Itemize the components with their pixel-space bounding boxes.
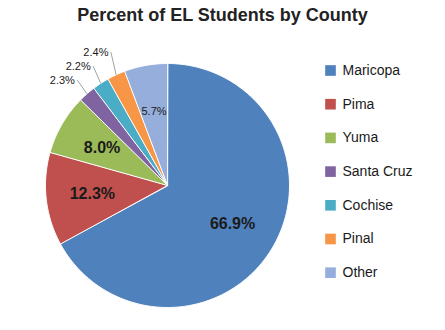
- svg-text:Maricopa: Maricopa: [343, 62, 401, 78]
- svg-text:Santa Cruz: Santa Cruz: [343, 163, 413, 179]
- svg-text:Cochise: Cochise: [343, 197, 394, 213]
- svg-text:Pinal: Pinal: [343, 230, 374, 246]
- svg-text:66.9%: 66.9%: [210, 215, 255, 232]
- svg-text:2.2%: 2.2%: [66, 60, 91, 72]
- svg-text:2.3%: 2.3%: [50, 74, 75, 86]
- svg-text:8.0%: 8.0%: [84, 139, 120, 156]
- svg-text:Pima: Pima: [343, 96, 375, 112]
- svg-text:5.7%: 5.7%: [141, 105, 166, 117]
- svg-text:Other: Other: [343, 264, 378, 280]
- svg-text:12.3%: 12.3%: [70, 185, 115, 202]
- svg-text:2.4%: 2.4%: [83, 46, 108, 58]
- svg-text:Yuma: Yuma: [343, 129, 379, 145]
- html-text:Percent of EL Students by Coun: Percent of EL Students by County: [77, 5, 368, 25]
